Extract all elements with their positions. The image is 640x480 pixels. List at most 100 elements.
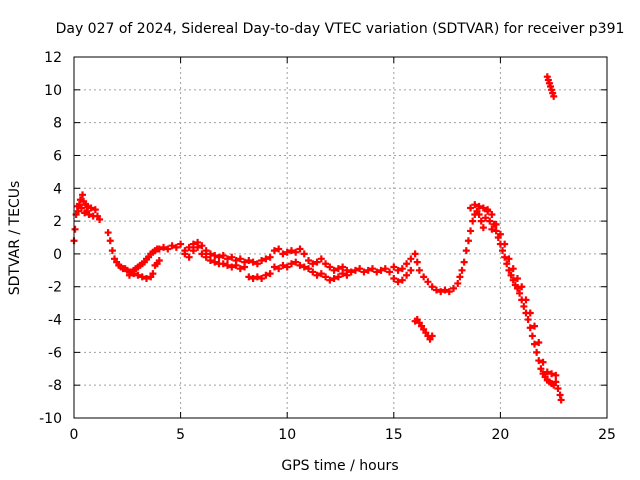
data-point bbox=[522, 296, 530, 304]
data-point bbox=[224, 261, 232, 269]
data-point bbox=[125, 271, 133, 279]
plot-frame bbox=[73, 56, 608, 419]
data-point bbox=[270, 263, 278, 271]
data-point bbox=[432, 286, 440, 294]
data-point bbox=[262, 271, 270, 279]
x-tick-label: 20 bbox=[491, 427, 509, 443]
data-point bbox=[305, 256, 313, 264]
data-point bbox=[198, 250, 206, 258]
y-tick-label: 6 bbox=[53, 148, 62, 164]
data-point bbox=[87, 204, 95, 212]
data-point bbox=[202, 247, 210, 255]
data-point bbox=[488, 211, 496, 219]
ticks: 0 5 10 15 20 25 -10 -8 -6 -4 -2 0 2 4 6 8 10 12 bbox=[39, 50, 616, 443]
data-point bbox=[71, 225, 79, 233]
data-point bbox=[317, 255, 325, 263]
data-point bbox=[503, 260, 511, 268]
series-segment-16h bbox=[411, 316, 436, 343]
data-point bbox=[550, 92, 558, 100]
data-point bbox=[398, 265, 406, 273]
data-point bbox=[479, 224, 487, 232]
data-point bbox=[552, 371, 560, 379]
data-point bbox=[347, 268, 355, 276]
data-point bbox=[407, 255, 415, 263]
data-point bbox=[486, 217, 494, 225]
data-point bbox=[142, 275, 150, 283]
data-point bbox=[339, 270, 347, 278]
data-point bbox=[219, 252, 227, 260]
data-point bbox=[467, 227, 475, 235]
data-point bbox=[245, 256, 253, 264]
data-point bbox=[155, 256, 163, 264]
data-point bbox=[481, 214, 489, 222]
data-point bbox=[202, 253, 210, 261]
x-tick-label: 25 bbox=[598, 427, 616, 443]
data-point bbox=[228, 253, 236, 261]
data-point bbox=[305, 265, 313, 273]
data-point bbox=[509, 276, 517, 284]
data-point bbox=[411, 250, 419, 258]
grid bbox=[74, 57, 607, 418]
y-tick-label: 12 bbox=[44, 50, 62, 66]
data-point bbox=[428, 332, 436, 340]
data-point bbox=[198, 242, 206, 250]
data-points bbox=[70, 73, 565, 404]
data-point bbox=[309, 268, 317, 276]
data-point bbox=[279, 261, 287, 269]
data-point bbox=[215, 253, 223, 261]
data-point bbox=[403, 271, 411, 279]
data-point bbox=[253, 273, 261, 281]
data-point bbox=[469, 217, 477, 225]
data-point bbox=[232, 261, 240, 269]
series-main bbox=[70, 191, 565, 404]
data-point bbox=[228, 263, 236, 271]
data-point bbox=[292, 248, 300, 256]
y-tick-label: 8 bbox=[53, 116, 62, 132]
series-lower-branch-mid bbox=[245, 258, 415, 286]
data-point bbox=[224, 255, 232, 263]
data-point bbox=[194, 243, 202, 251]
data-point bbox=[394, 266, 402, 274]
data-point bbox=[507, 271, 515, 279]
data-point bbox=[330, 275, 338, 283]
data-point bbox=[266, 270, 274, 278]
y-tick-label: 4 bbox=[53, 181, 62, 197]
y-tick-label: -2 bbox=[48, 280, 62, 296]
data-point bbox=[189, 240, 197, 248]
data-point bbox=[79, 191, 87, 199]
data-point bbox=[322, 260, 330, 268]
data-point bbox=[505, 255, 513, 263]
data-point bbox=[270, 247, 278, 255]
data-point bbox=[296, 245, 304, 253]
data-point bbox=[475, 211, 483, 219]
data-point bbox=[279, 250, 287, 258]
data-point bbox=[364, 266, 372, 274]
data-point bbox=[524, 316, 532, 324]
x-tick-label: 15 bbox=[385, 427, 403, 443]
series-segment-22h bbox=[543, 73, 558, 100]
data-point bbox=[177, 240, 185, 248]
data-point bbox=[172, 243, 180, 251]
data-point bbox=[155, 245, 163, 253]
data-point bbox=[181, 250, 189, 258]
data-point bbox=[513, 275, 521, 283]
data-point bbox=[206, 256, 214, 264]
data-point bbox=[548, 370, 556, 378]
data-point bbox=[138, 273, 146, 281]
y-tick-label: -10 bbox=[39, 411, 62, 427]
data-point bbox=[437, 288, 445, 296]
data-point bbox=[458, 266, 466, 274]
data-point bbox=[445, 288, 453, 296]
data-point bbox=[496, 230, 504, 238]
data-point bbox=[377, 266, 385, 274]
data-point bbox=[441, 286, 449, 294]
data-point bbox=[189, 247, 197, 255]
data-point bbox=[394, 278, 402, 286]
data-point bbox=[526, 324, 534, 332]
x-tick-label: 5 bbox=[176, 427, 185, 443]
data-point bbox=[488, 225, 496, 233]
data-point bbox=[326, 263, 334, 271]
data-point bbox=[467, 204, 475, 212]
data-point bbox=[245, 273, 253, 281]
data-point bbox=[513, 284, 521, 292]
